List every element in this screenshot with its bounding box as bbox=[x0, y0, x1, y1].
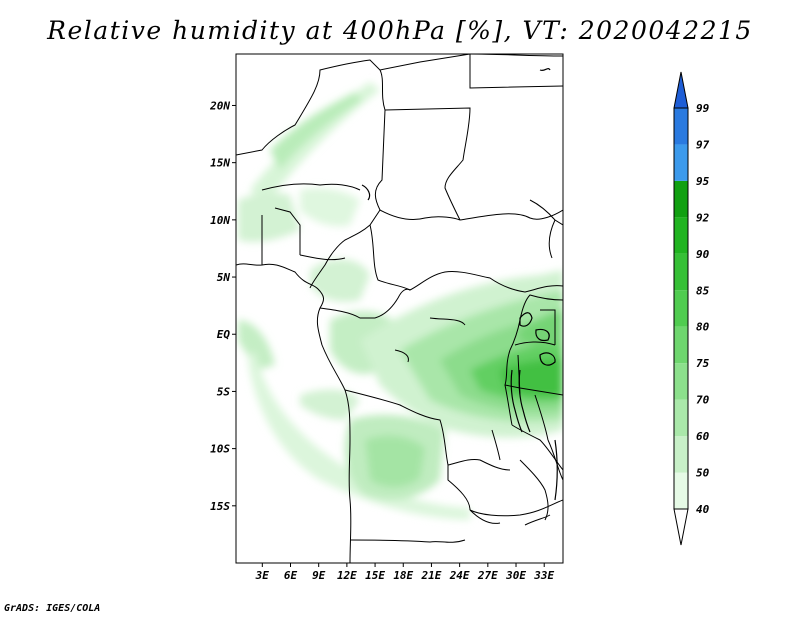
colorbar-level-label: 75 bbox=[696, 357, 710, 370]
colorbar-level-label: 95 bbox=[696, 175, 710, 188]
colorbar-legend: 40 50 60 70 75 80 85 90 92 95 97 99 bbox=[673, 71, 710, 546]
lon-tick-label: 30E bbox=[505, 569, 526, 582]
lon-tick-label: 33E bbox=[533, 569, 554, 582]
colorbar-low-arrow bbox=[673, 508, 689, 546]
colorbar-outline bbox=[673, 107, 689, 510]
colorbar-box bbox=[674, 472, 688, 509]
lon-tick-label: 12E bbox=[337, 569, 357, 582]
country-borders bbox=[236, 54, 563, 563]
colorbar-box bbox=[674, 363, 688, 400]
lon-tick-label: 6E bbox=[284, 569, 298, 582]
colorbar-level-label: 92 bbox=[696, 211, 710, 224]
latitude-axis: 20N 15N 10N 5N EQ 5S 10S 15S bbox=[209, 99, 236, 513]
lon-tick-label: 9E bbox=[312, 569, 326, 582]
colorbar-box bbox=[674, 326, 688, 364]
lat-tick-label: 15S bbox=[210, 500, 230, 513]
grads-credit: GrADS: IGES/COLA bbox=[4, 603, 101, 614]
lat-tick-label: 20N bbox=[209, 99, 230, 112]
lat-tick-label: 10S bbox=[210, 443, 230, 456]
colorbar-level-label: 99 bbox=[696, 102, 710, 115]
lakes bbox=[361, 68, 558, 501]
colorbar-level-label: 80 bbox=[696, 321, 710, 334]
map-frame bbox=[235, 53, 564, 564]
colorbar-level-label: 50 bbox=[696, 467, 710, 480]
map-title: Relative humidity at 400hPa [%], VT: 202… bbox=[47, 16, 753, 45]
colorbar-box bbox=[674, 436, 688, 473]
colorbar-box bbox=[674, 253, 688, 291]
lat-tick-label: 10N bbox=[210, 214, 230, 227]
lon-tick-label: 27E bbox=[477, 569, 498, 582]
colorbar-box bbox=[674, 290, 688, 327]
colorbar-box bbox=[674, 108, 688, 145]
longitude-axis: 3E 6E 9E 12E 15E 18E 21E 24E 27E 30E 33E bbox=[255, 563, 555, 582]
lat-tick-label: EQ bbox=[217, 328, 231, 341]
lat-tick-label: 15N bbox=[210, 157, 230, 170]
lat-tick-label: 5N bbox=[217, 271, 231, 284]
colorbar-high-arrow bbox=[673, 71, 689, 109]
lon-tick-label: 21E bbox=[421, 569, 442, 582]
colorbar-box bbox=[674, 217, 688, 254]
lat-tick-label: 5S bbox=[217, 385, 231, 398]
lon-tick-label: 3E bbox=[255, 569, 270, 582]
humidity-shading bbox=[238, 82, 563, 520]
colorbar-level-label: 90 bbox=[696, 248, 710, 261]
colorbar-level-label: 40 bbox=[696, 503, 710, 516]
lon-tick-label: 18E bbox=[393, 569, 413, 582]
colorbar-box bbox=[674, 180, 688, 218]
colorbar-level-label: 97 bbox=[696, 138, 710, 151]
colorbar-box bbox=[674, 399, 688, 437]
colorbar-level-label: 70 bbox=[696, 394, 710, 407]
lon-tick-label: 15E bbox=[365, 569, 385, 582]
colorbar-level-label: 60 bbox=[696, 430, 710, 443]
colorbar-box bbox=[674, 144, 688, 181]
colorbar-level-label: 85 bbox=[696, 284, 710, 297]
lon-tick-label: 24E bbox=[449, 569, 470, 582]
